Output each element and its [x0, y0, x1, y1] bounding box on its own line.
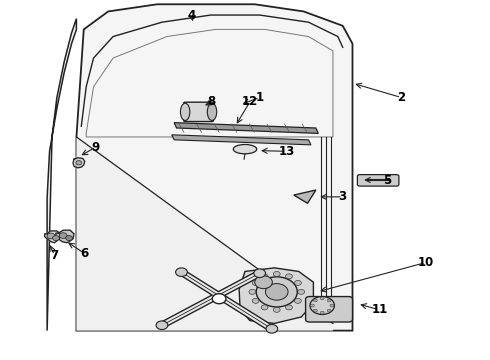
FancyBboxPatch shape	[306, 297, 352, 322]
Circle shape	[266, 324, 278, 333]
Circle shape	[254, 269, 266, 278]
Circle shape	[311, 304, 315, 307]
Circle shape	[249, 289, 256, 294]
Polygon shape	[73, 158, 85, 168]
Circle shape	[261, 274, 268, 279]
Circle shape	[313, 309, 317, 312]
Circle shape	[47, 233, 55, 239]
Text: 13: 13	[278, 145, 294, 158]
Polygon shape	[56, 230, 74, 243]
Circle shape	[156, 321, 168, 329]
Circle shape	[320, 297, 324, 300]
Circle shape	[330, 304, 334, 307]
Circle shape	[256, 277, 297, 307]
Polygon shape	[47, 19, 76, 330]
Polygon shape	[239, 268, 314, 323]
Circle shape	[175, 268, 187, 276]
Circle shape	[59, 233, 67, 238]
Circle shape	[294, 298, 301, 303]
Circle shape	[310, 297, 334, 315]
Polygon shape	[172, 135, 311, 145]
Text: 12: 12	[242, 95, 258, 108]
Circle shape	[273, 271, 280, 276]
Polygon shape	[45, 231, 60, 243]
Circle shape	[66, 235, 73, 240]
Circle shape	[313, 299, 317, 302]
Circle shape	[255, 276, 272, 289]
Text: 6: 6	[81, 247, 89, 260]
Circle shape	[327, 309, 331, 312]
Polygon shape	[294, 190, 316, 203]
Circle shape	[294, 280, 301, 285]
Polygon shape	[76, 4, 352, 330]
Circle shape	[327, 299, 331, 302]
Circle shape	[320, 311, 324, 314]
FancyBboxPatch shape	[184, 102, 214, 122]
Circle shape	[252, 298, 259, 303]
Circle shape	[286, 305, 293, 310]
Circle shape	[273, 307, 280, 312]
Polygon shape	[76, 137, 333, 330]
Text: 5: 5	[383, 174, 391, 186]
Ellipse shape	[207, 103, 217, 121]
Text: 10: 10	[417, 256, 434, 269]
Text: 11: 11	[371, 303, 388, 316]
Circle shape	[252, 280, 259, 285]
Text: 8: 8	[208, 95, 216, 108]
Circle shape	[212, 294, 226, 304]
Text: 4: 4	[187, 9, 196, 22]
Circle shape	[286, 274, 293, 279]
Polygon shape	[174, 123, 318, 134]
Ellipse shape	[180, 103, 190, 121]
Ellipse shape	[233, 144, 257, 154]
Text: 2: 2	[397, 91, 405, 104]
FancyBboxPatch shape	[357, 175, 399, 186]
Circle shape	[266, 284, 288, 300]
Text: 1: 1	[256, 91, 264, 104]
Circle shape	[261, 305, 268, 310]
Circle shape	[52, 235, 59, 240]
Text: 7: 7	[50, 249, 58, 262]
Circle shape	[76, 161, 82, 165]
Text: 9: 9	[92, 140, 100, 153]
Circle shape	[298, 289, 305, 294]
Text: 3: 3	[339, 190, 347, 203]
